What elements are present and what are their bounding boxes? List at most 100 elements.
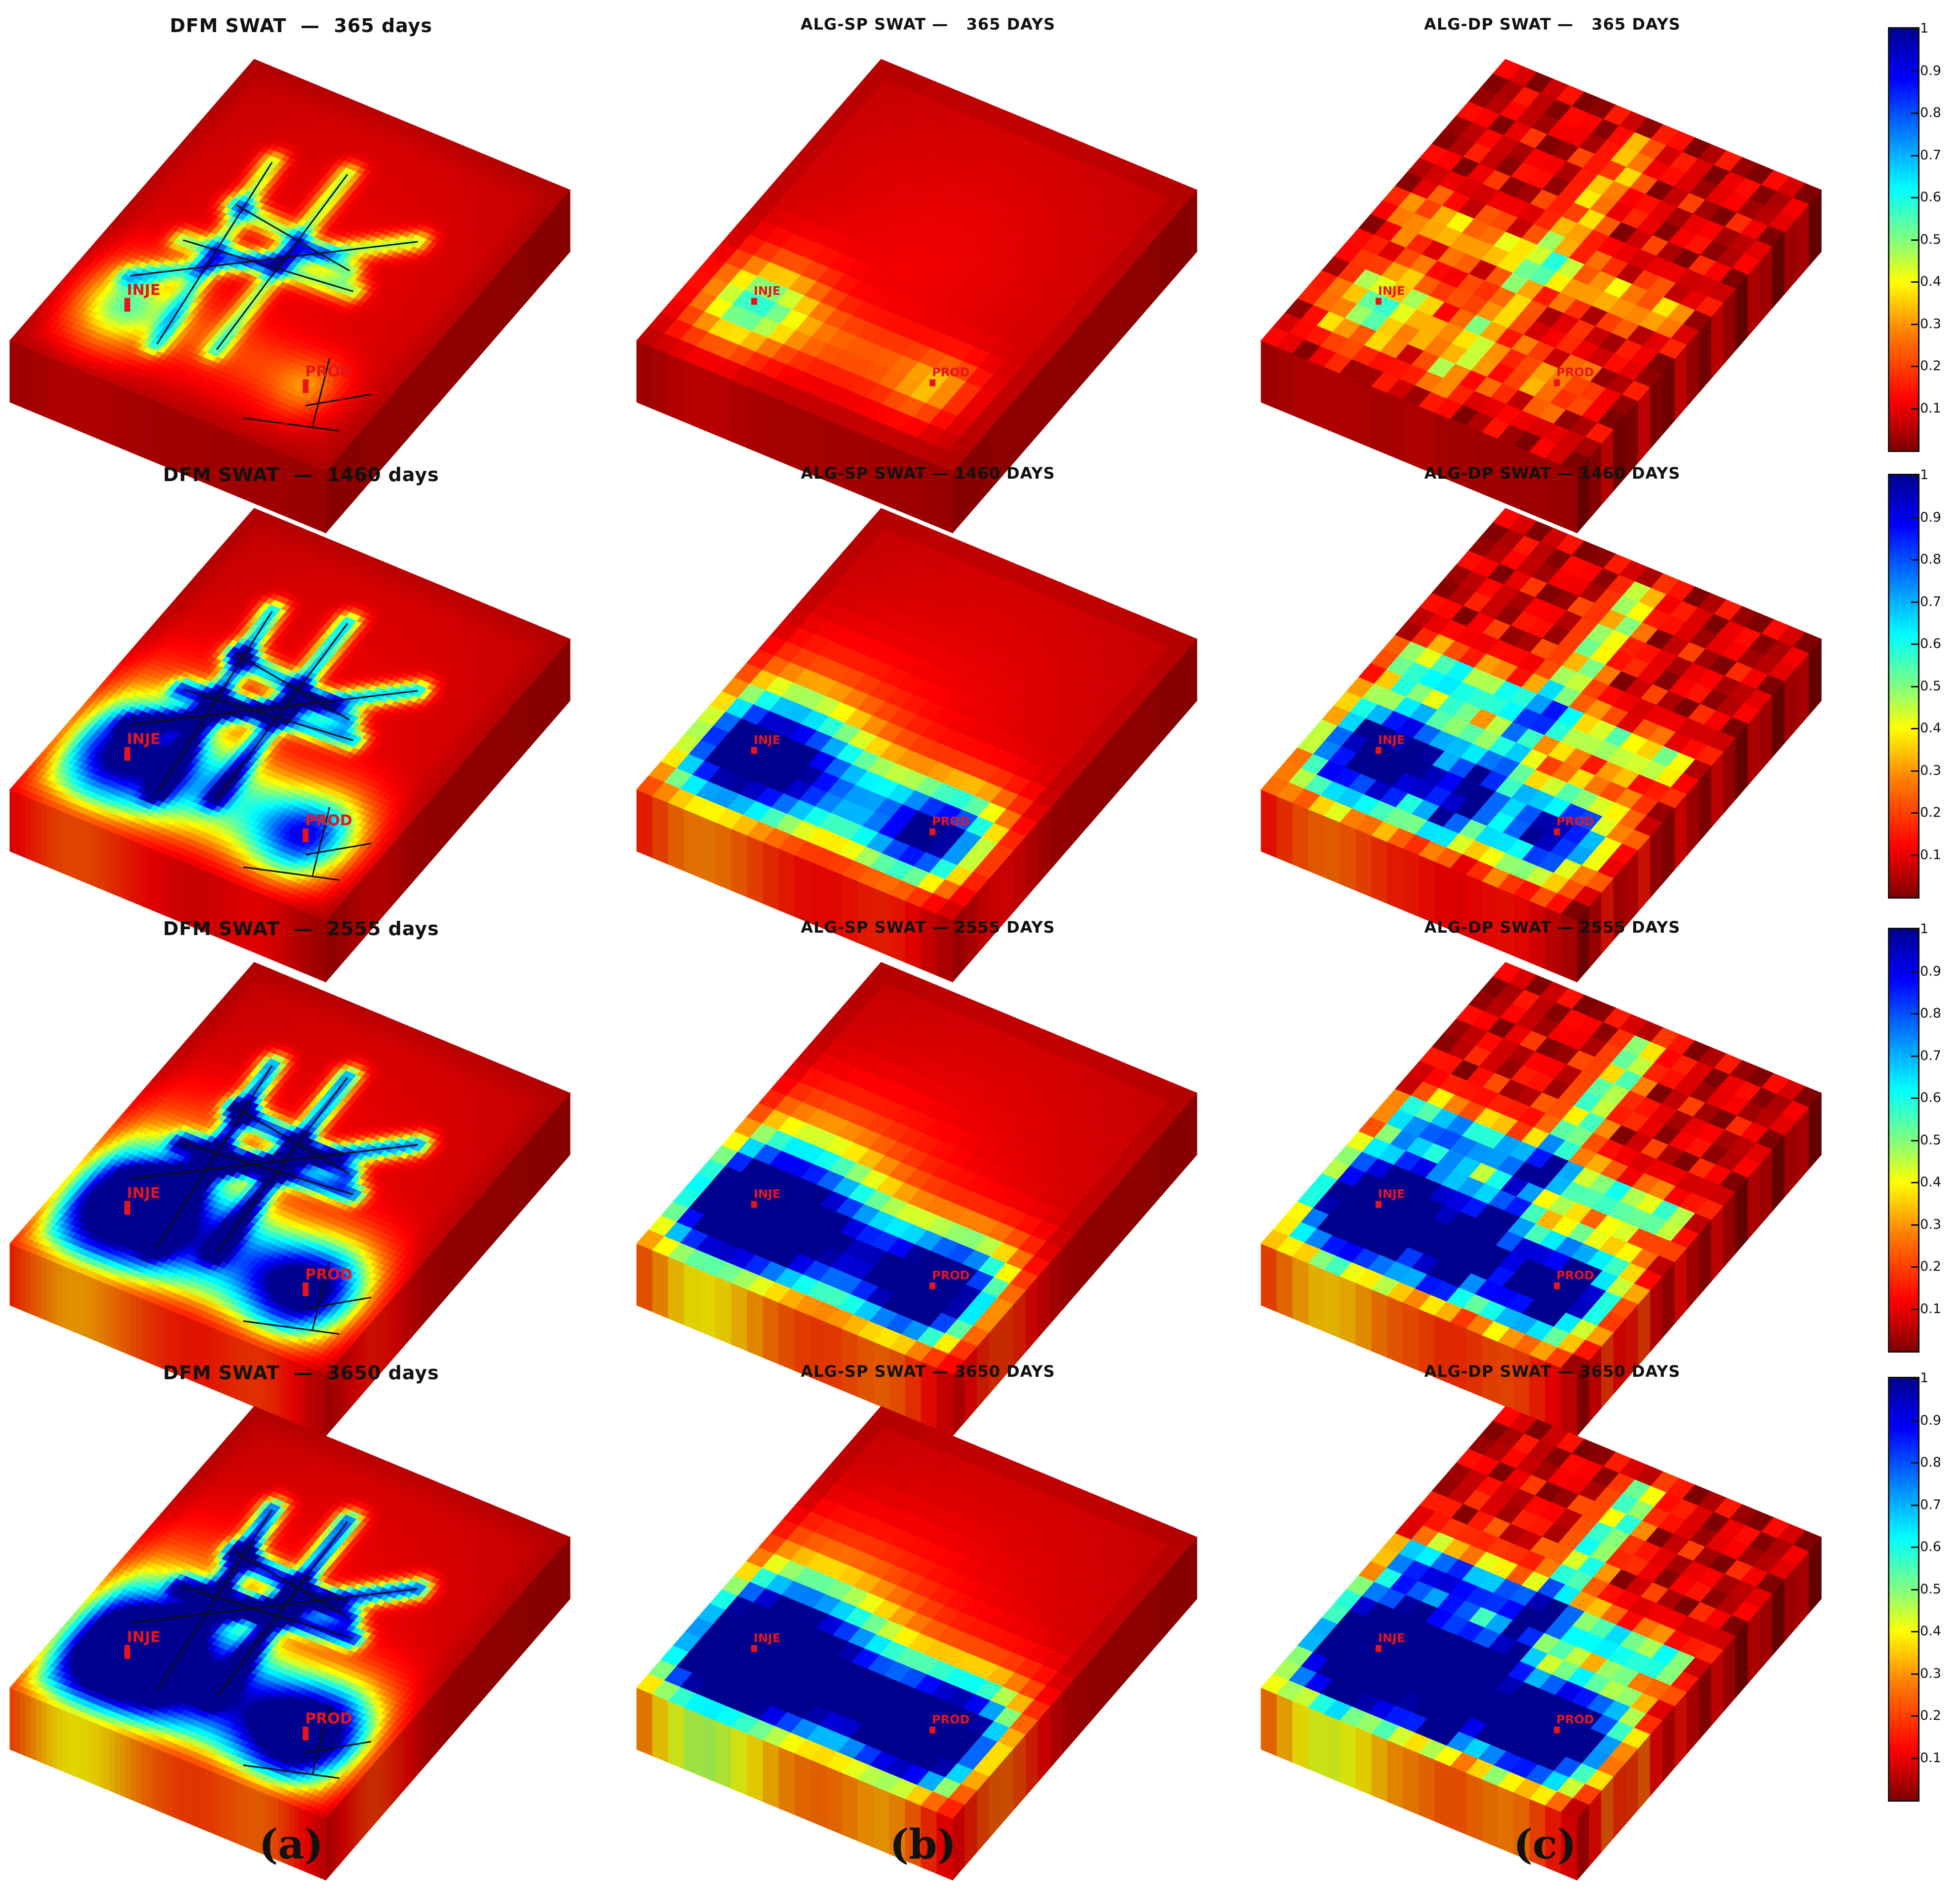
producer-well-label: PROD (1556, 815, 1594, 829)
fracture-line (130, 1144, 418, 1180)
producer-well-marker (303, 379, 309, 393)
colorbar: 1 0.9 0.8 0.7 0.6 0.5 0.4 0.3 0.2 0.1 (1888, 922, 1941, 1353)
injector-well-label: INJE (127, 1629, 160, 1646)
injector-well-label: INJE (754, 1187, 780, 1201)
panel-sp-7: ALG-SP SWAT — 2555 DAYS INJE PROD (636, 918, 1219, 1437)
colorbar-tick: 0.3 (1911, 762, 1941, 778)
producer-well-label: PROD (1556, 366, 1594, 379)
panel-dp-2: ALG-DP SWAT — 365 DAYS INJE PROD (1261, 15, 1844, 534)
colorbar-tick: 0.5 (1911, 231, 1941, 247)
colorbar-tick: 0.6 (1911, 1539, 1941, 1554)
colorbar-tick: 0.5 (1911, 1132, 1941, 1148)
injector-well-label: INJE (1378, 1187, 1405, 1201)
fracture-line (216, 623, 348, 799)
colorbar: 1 0.9 0.8 0.7 0.6 0.5 0.4 0.3 0.2 0.1 (1888, 22, 1941, 452)
producer-well-marker (303, 1726, 309, 1740)
colorbar-tick: 0.3 (1911, 1216, 1941, 1232)
injector-well-marker (124, 747, 130, 761)
producer-well-marker (1554, 379, 1560, 386)
producer-well-marker (303, 828, 309, 842)
colorbar-tick: 0.9 (1911, 1412, 1941, 1428)
saturation-grid (636, 508, 1197, 983)
fracture-line (243, 417, 340, 432)
colorbar-tick: 0.6 (1911, 636, 1941, 651)
producer-well-label: PROD (305, 1710, 352, 1728)
fracture-line (235, 1550, 350, 1619)
fracture-line (130, 241, 418, 277)
fracture-line (235, 203, 350, 272)
colorbar-tick: 0.8 (1911, 105, 1941, 120)
panel-title: ALG-DP SWAT — 3650 DAYS (1424, 1362, 1681, 1381)
reservoir-block: INJE PROD (636, 508, 1197, 983)
injector-well-label: INJE (1378, 733, 1405, 747)
panel-title: ALG-SP SWAT — 3650 DAYS (801, 1362, 1055, 1381)
fracture-line (130, 690, 418, 726)
panel-title: ALG-SP SWAT — 1460 DAYS (801, 464, 1055, 483)
reservoir-block: INJE PROD (1261, 508, 1822, 983)
producer-well-marker (1554, 828, 1560, 835)
colorbar-tick: 0.1 (1911, 1750, 1941, 1766)
fracture-line (235, 652, 350, 721)
saturation-grid (636, 59, 1197, 534)
producer-well-marker (303, 1282, 309, 1296)
fracture-line (311, 807, 331, 877)
injector-well-marker (751, 298, 757, 305)
injector-well-label: INJE (127, 731, 160, 748)
reservoir-block: INJE PROD (636, 962, 1197, 1437)
panel-title: ALG-DP SWAT — 1460 DAYS (1424, 464, 1681, 483)
fracture-line (216, 174, 348, 350)
colorbar-tick: 0.6 (1911, 1090, 1941, 1105)
injector-well-label: INJE (127, 282, 160, 299)
fracture-line (156, 161, 273, 345)
reservoir-block: INJE PROD (9, 1406, 571, 1881)
panel-dp-11: ALG-DP SWAT — 3650 DAYS INJE PROD (1261, 1362, 1844, 1881)
panel-title: DFM SWAT — 2555 days (163, 918, 439, 940)
injector-well-marker (751, 1645, 757, 1652)
colorbar-tick: 0.8 (1911, 1455, 1941, 1470)
saturation-grid (1261, 508, 1822, 983)
colorbar-tick: 0.4 (1911, 1624, 1941, 1639)
saturation-grid (9, 59, 571, 534)
producer-well-label: PROD (932, 1713, 969, 1727)
injector-well-marker (751, 747, 757, 754)
fracture-line (130, 1588, 418, 1624)
injector-well-marker (1375, 1645, 1382, 1652)
panel-dp-5: ALG-DP SWAT — 1460 DAYS INJE PROD (1261, 464, 1844, 983)
saturation-grid (1261, 962, 1822, 1437)
colorbar-tick: 0.2 (1911, 805, 1941, 820)
fracture-line (311, 1705, 331, 1775)
fracture-line (183, 1587, 353, 1639)
panel-title: ALG-SP SWAT — 365 DAYS (800, 15, 1056, 34)
producer-well-label: PROD (932, 1269, 969, 1283)
colorbar-tick: 0.4 (1911, 720, 1941, 736)
fracture-line (305, 393, 372, 407)
subfigure-label: (a) (259, 1821, 324, 1868)
injector-well-marker (124, 1201, 130, 1215)
fracture-line (183, 1142, 353, 1195)
colorbar: 1 0.9 0.8 0.7 0.6 0.5 0.4 0.3 0.2 0.1 (1888, 468, 1941, 899)
fracture-line (216, 1077, 348, 1253)
saturation-grid (636, 962, 1197, 1437)
reservoir-block: INJE PROD (636, 59, 1197, 534)
fracture-line (305, 1296, 372, 1310)
reservoir-block: INJE PROD (636, 1406, 1197, 1881)
injector-well-marker (1375, 298, 1382, 305)
colorbar-tick: 1 (1911, 921, 1929, 937)
colorbar-tick: 0.5 (1911, 1581, 1941, 1597)
panel-sp-1: ALG-SP SWAT — 365 DAYS INJE PROD (636, 15, 1219, 534)
panel-dfm-9: DFM SWAT — 3650 days INJE PROD (9, 1362, 592, 1881)
reservoir-block: INJE PROD (9, 508, 571, 983)
producer-well-marker (929, 379, 936, 386)
saturation-grid (1261, 59, 1822, 534)
producer-well-label: PROD (305, 363, 352, 380)
reservoir-block: INJE PROD (1261, 1406, 1822, 1881)
panel-title: DFM SWAT — 3650 days (163, 1362, 439, 1384)
fracture-line (243, 866, 340, 881)
producer-well-label: PROD (932, 815, 969, 829)
colorbar-tick: 0.4 (1911, 274, 1941, 289)
fracture-line (305, 842, 372, 856)
colorbar-tick: 0.3 (1911, 1665, 1941, 1681)
panel-sp-10: ALG-SP SWAT — 3650 DAYS INJE PROD (636, 1362, 1219, 1881)
fracture-line (311, 358, 331, 428)
colorbar-tick: 0.4 (1911, 1174, 1941, 1190)
